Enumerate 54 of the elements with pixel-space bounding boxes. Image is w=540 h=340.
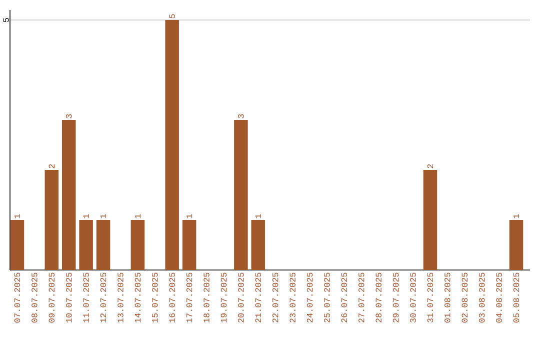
- data-label: 1: [134, 214, 140, 218]
- x-tick-label: 27.07.2025: [358, 272, 364, 322]
- bar: [234, 120, 248, 270]
- x-tick-label: 17.07.2025: [186, 272, 192, 322]
- x-tick-label: 21.07.2025: [255, 272, 262, 322]
- data-label: 1: [513, 214, 520, 218]
- data-label: 5: [169, 14, 175, 18]
- bar: [44, 170, 59, 270]
- x-tick-label: 08.07.2025: [32, 272, 38, 322]
- bar: [130, 220, 145, 270]
- bar: [251, 220, 266, 270]
- bar: [96, 220, 110, 270]
- bar: [10, 220, 24, 270]
- data-label: 3: [238, 114, 244, 118]
- x-tick-label: 22.07.2025: [272, 272, 278, 322]
- x-tick-label: 11.07.2025: [83, 272, 89, 322]
- x-tick-label: 03.08.2025: [478, 272, 485, 322]
- bar: [79, 220, 93, 270]
- data-label: 1: [100, 214, 106, 218]
- bar: [509, 220, 524, 270]
- x-tick-label: 15.07.2025: [152, 272, 158, 322]
- x-tick-label: 23.07.2025: [290, 272, 296, 322]
- x-tick-label: 05.08.2025: [513, 272, 520, 322]
- x-tick-label: 29.07.2025: [392, 272, 399, 322]
- data-label: 1: [255, 214, 261, 218]
- data-label: 1: [83, 214, 89, 218]
- x-tick-label: 07.07.2025: [14, 272, 20, 322]
- data-label: 1: [186, 214, 192, 218]
- x-tick-label: 09.07.2025: [48, 272, 55, 322]
- x-tick-label: 30.07.2025: [410, 272, 416, 322]
- data-label: 2: [427, 164, 434, 168]
- data-label: 2: [48, 164, 54, 168]
- x-tick-label: 10.07.2025: [66, 272, 72, 322]
- x-tick-label: 14.07.2025: [134, 272, 141, 322]
- data-label: 1: [14, 214, 20, 218]
- bar: [165, 20, 179, 270]
- x-tick-label: 24.07.2025: [306, 272, 313, 322]
- x-tick-label: 19.07.2025: [220, 272, 227, 322]
- x-tick-label: 28.07.2025: [376, 272, 382, 322]
- x-tick-label: 18.07.2025: [204, 272, 210, 322]
- bar: [423, 170, 438, 270]
- x-tick-label: 25.07.2025: [324, 272, 330, 322]
- x-tick-label: 12.07.2025: [100, 272, 106, 322]
- x-tick-label: 01.08.2025: [444, 272, 450, 322]
- x-tick-label: 26.07.2025: [341, 272, 348, 322]
- x-tick-label: 13.07.2025: [118, 272, 124, 322]
- bar: [62, 120, 76, 270]
- data-label: 3: [66, 114, 72, 118]
- x-tick-label: 16.07.2025: [169, 272, 175, 322]
- x-tick-label: 31.07.2025: [427, 272, 434, 322]
- x-tick-label: 04.08.2025: [496, 272, 502, 322]
- x-tick-label: 20.07.2025: [238, 272, 244, 322]
- bar: [182, 220, 196, 270]
- x-tick-label: 02.08.2025: [462, 272, 468, 322]
